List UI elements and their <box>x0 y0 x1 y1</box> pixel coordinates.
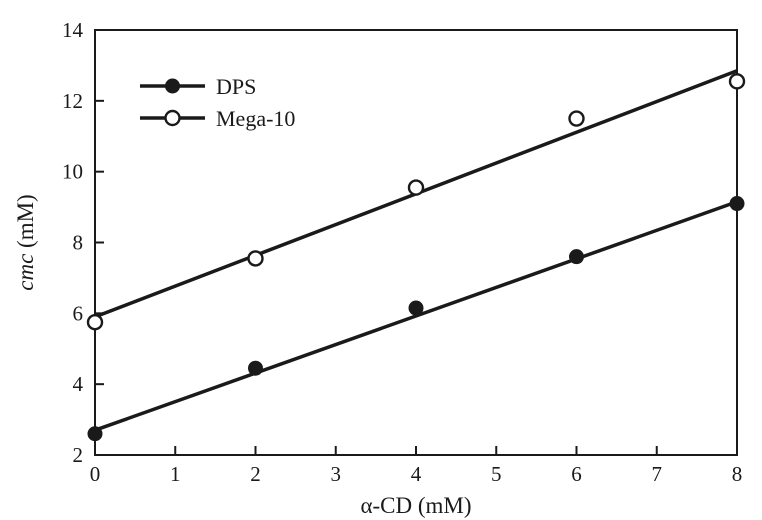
data-point <box>87 426 103 442</box>
x-tick-label: 0 <box>90 462 101 486</box>
data-point <box>248 360 263 376</box>
y-tick-label: 8 <box>73 231 84 255</box>
x-tick-label: 6 <box>571 462 582 486</box>
x-tick-label: 1 <box>170 462 181 486</box>
x-axis: 0 1 2 3 4 5 6 7 8 <box>90 446 743 486</box>
data-point <box>569 249 584 265</box>
data-point <box>86 313 104 331</box>
x-tick-label: 5 <box>491 462 502 486</box>
legend: DPS Mega-10 <box>140 74 295 131</box>
y-tick-label: 4 <box>73 372 84 396</box>
plot-frame <box>94 29 738 456</box>
data-point <box>729 196 745 212</box>
y-tick-label: 12 <box>62 89 83 113</box>
series-Mega-10 <box>86 73 746 331</box>
x-tick-label: 8 <box>732 462 743 486</box>
y-tick-label: 2 <box>73 443 84 467</box>
series-DPS <box>87 196 745 442</box>
y-axis: 2 4 6 8 10 12 14 <box>62 18 104 467</box>
y-tick-label: 10 <box>62 160 83 184</box>
y-axis-label: cmc (mM) <box>13 194 38 290</box>
x-tick-label: 3 <box>331 462 342 486</box>
y-tick-label: 6 <box>73 301 84 325</box>
data-point <box>247 250 264 267</box>
legend-marker <box>164 109 181 127</box>
y-tick-label: 14 <box>62 18 84 42</box>
data-point <box>408 300 424 316</box>
x-tick-label: 4 <box>411 462 422 486</box>
data-point <box>407 179 425 196</box>
data-point <box>728 73 746 90</box>
legend-label: DPS <box>216 74 256 99</box>
x-axis-label: α-CD (mM) <box>360 493 471 518</box>
data-point <box>568 110 585 127</box>
fit-line-DPS <box>94 200 738 432</box>
x-tick-label: 2 <box>250 462 261 486</box>
legend-marker <box>165 78 180 94</box>
x-tick-label: 7 <box>652 462 663 486</box>
legend-label: Mega-10 <box>216 106 295 131</box>
